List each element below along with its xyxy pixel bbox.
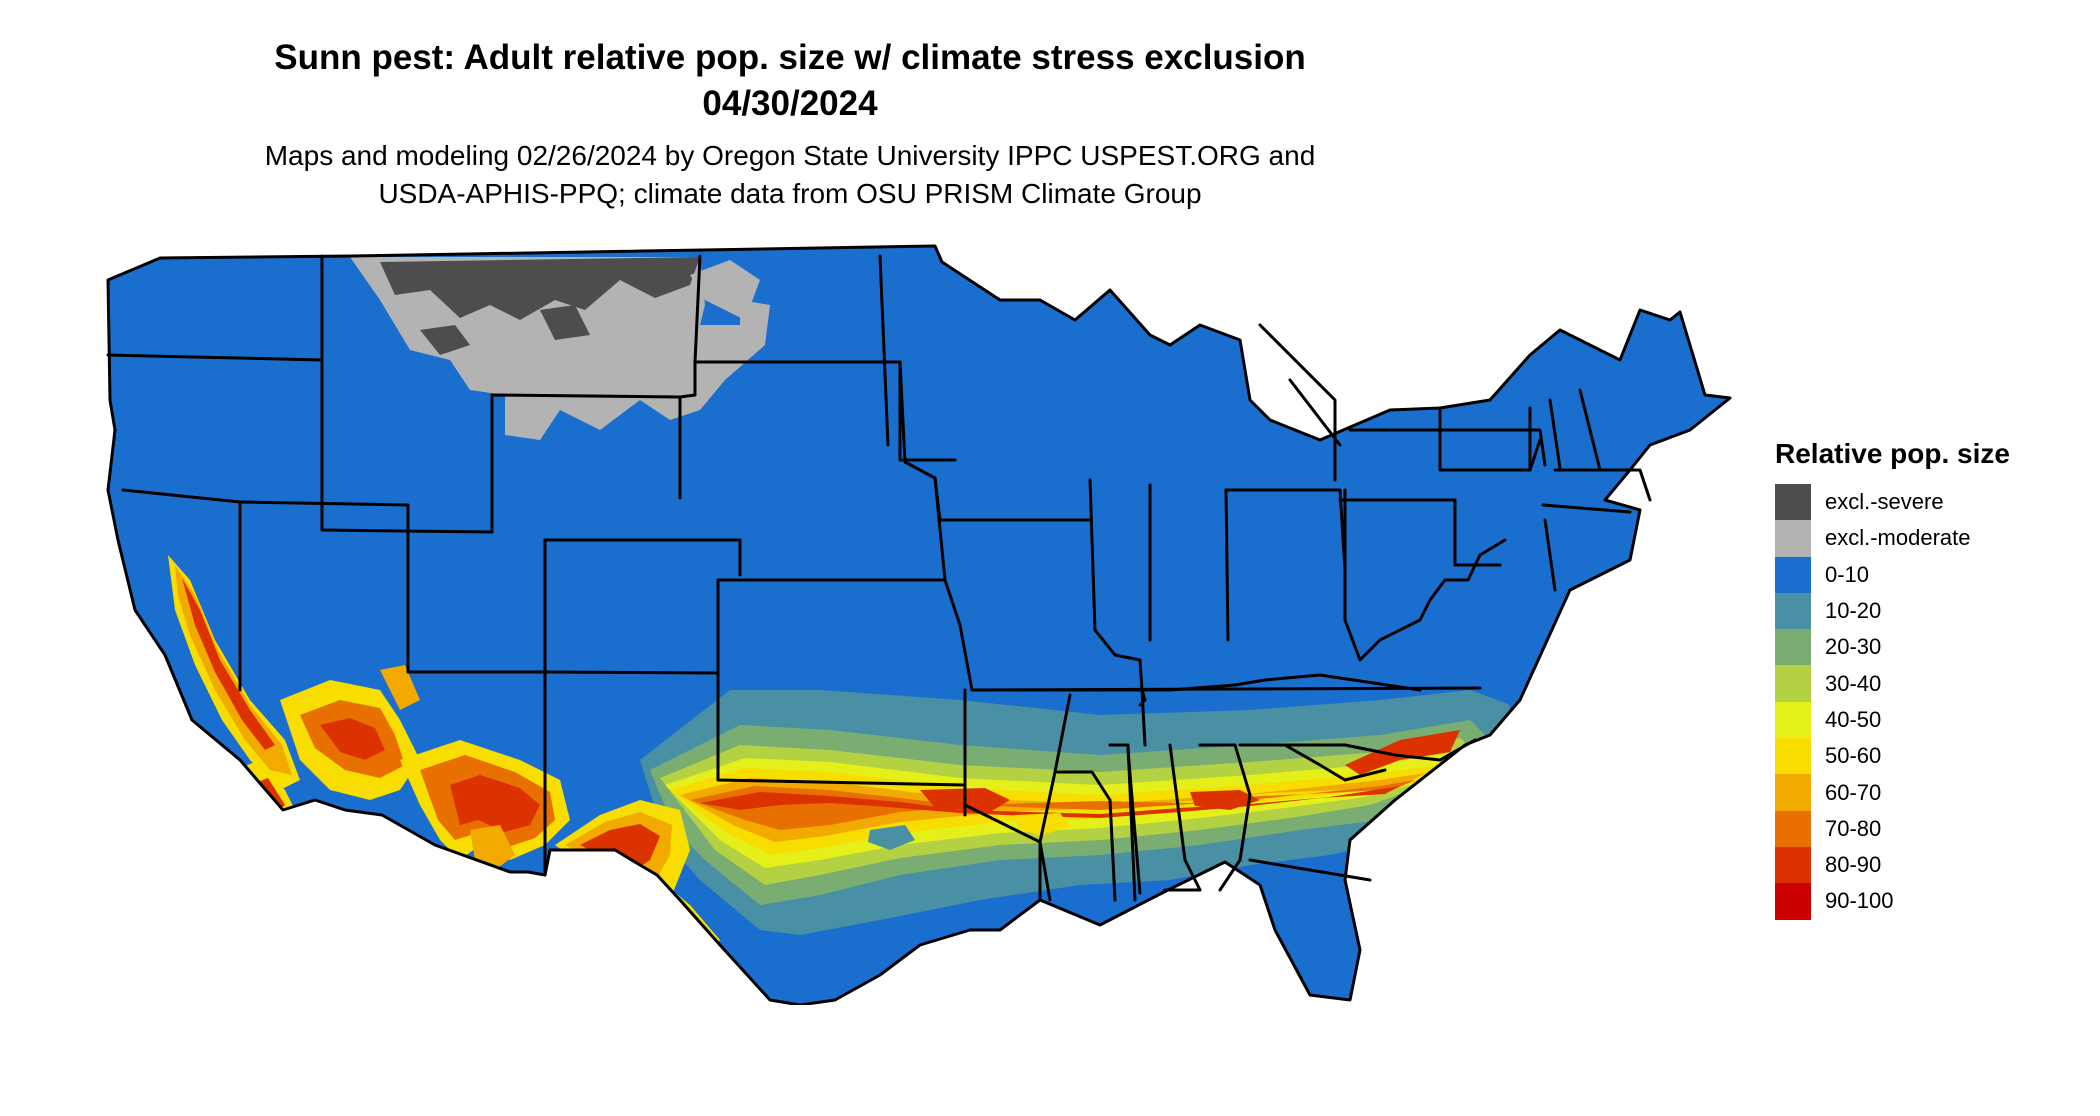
legend: Relative pop. size excl.-severe excl.-mod… xyxy=(1775,438,2010,920)
legend-label: 90-100 xyxy=(1825,888,1894,914)
legend-items: excl.-severe excl.-moderate 0-10 10-20 20-30… xyxy=(1775,484,2010,920)
legend-item: 70-80 xyxy=(1775,810,2010,847)
legend-swatch xyxy=(1775,592,1811,630)
legend-swatch xyxy=(1775,665,1811,702)
legend-label: excl.-severe xyxy=(1825,489,1944,515)
legend-item: 90-100 xyxy=(1775,883,2010,920)
legend-label: 0-10 xyxy=(1825,561,1870,587)
legend-swatch xyxy=(1775,520,1811,557)
legend-label: 20-30 xyxy=(1825,634,1882,660)
state-borders xyxy=(106,244,1732,1005)
legend-label: 30-40 xyxy=(1825,670,1882,696)
legend-swatch xyxy=(1775,883,1811,920)
legend-swatch xyxy=(1775,556,1811,593)
legend-item: 40-50 xyxy=(1775,701,2010,739)
us-population-map xyxy=(106,244,1732,1005)
legend-label: 60-70 xyxy=(1825,779,1882,805)
map-credit-line-2: USDA-APHIS-PPQ; climate data from OSU PR… xyxy=(378,178,1202,209)
legend-item: excl.-moderate xyxy=(1775,520,2010,557)
legend-swatch xyxy=(1775,774,1811,811)
legend-swatch xyxy=(1775,810,1811,847)
map-title: Sunn pest: Adult relative pop. size w/ c… xyxy=(274,38,1306,77)
legend-label: 50-60 xyxy=(1825,743,1882,769)
legend-item: 0-10 xyxy=(1775,556,2010,593)
map-date: 04/30/2024 xyxy=(702,84,878,123)
legend-label: 40-50 xyxy=(1825,706,1882,732)
legend-label: excl.-moderate xyxy=(1825,525,1971,551)
map-credit-line-1: Maps and modeling 02/26/2024 by Oregon S… xyxy=(264,140,1316,171)
legend-swatch xyxy=(1775,701,1811,739)
legend-item: 30-40 xyxy=(1775,665,2010,702)
legend-label: 10-20 xyxy=(1825,598,1882,624)
population-layer xyxy=(108,246,1730,1005)
legend-label: 80-90 xyxy=(1825,852,1882,878)
legend-swatch xyxy=(1775,484,1811,521)
legend-swatch xyxy=(1775,846,1811,884)
legend-item: 20-30 xyxy=(1775,629,2010,666)
legend-title: Relative pop. size xyxy=(1775,438,2010,469)
legend-swatch xyxy=(1775,738,1811,775)
legend-item: 10-20 xyxy=(1775,592,2010,630)
legend-item: 80-90 xyxy=(1775,846,2010,884)
legend-item: 60-70 xyxy=(1775,774,2010,811)
legend-swatch xyxy=(1775,629,1811,666)
legend-item: excl.-severe xyxy=(1775,484,2010,521)
legend-item: 50-60 xyxy=(1775,738,2010,775)
legend-label: 70-80 xyxy=(1825,815,1882,841)
